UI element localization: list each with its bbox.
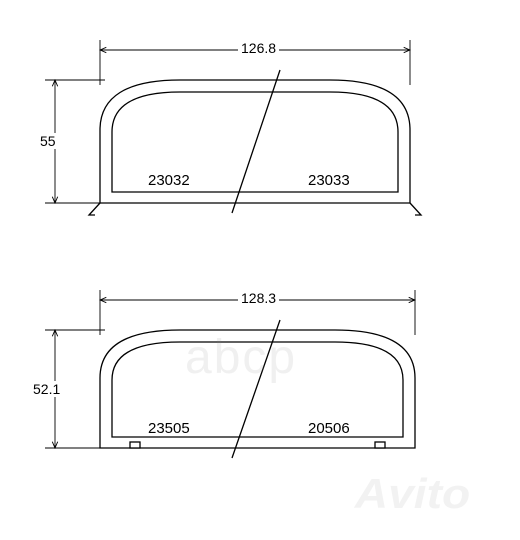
diagram-canvas: 126.8 55 128.3 52.1 23032 23033 23505 20… bbox=[0, 0, 520, 540]
part-number: 20506 bbox=[308, 420, 350, 437]
lower-width-dim: 128.3 bbox=[238, 290, 279, 306]
lower-height-dim: 52.1 bbox=[30, 381, 63, 397]
part-number: 23033 bbox=[308, 172, 350, 189]
part-number: 23505 bbox=[148, 420, 190, 437]
drawing-svg bbox=[0, 0, 520, 540]
upper-width-dim: 126.8 bbox=[238, 40, 279, 56]
upper-height-dim: 55 bbox=[37, 133, 59, 149]
part-number: 23032 bbox=[148, 172, 190, 189]
